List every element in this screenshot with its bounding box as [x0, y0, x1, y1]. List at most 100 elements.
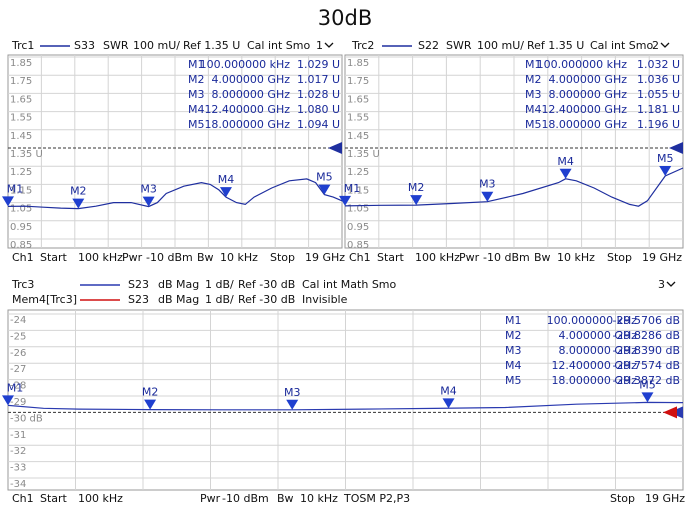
footer-item: TOSM P2,P3 — [343, 492, 410, 505]
footer-item: Stop — [270, 251, 295, 264]
marker-label: M1 — [7, 381, 24, 394]
marker-x: 18.000000 GHz — [541, 118, 627, 131]
marker-name: M2 — [505, 329, 522, 342]
marker-label: M3 — [140, 183, 157, 196]
trace-setting: SWR — [446, 39, 472, 52]
marker-name: M5 — [525, 118, 542, 131]
trace-setting: Cal int Smo — [247, 39, 311, 52]
trace-setting: dB Mag — [158, 293, 199, 306]
marker-name: M4 — [505, 359, 522, 372]
y-tick-label: 1.85 — [10, 58, 32, 69]
trace-setting: 100 mU/ — [133, 39, 180, 52]
trace-setting: Ref -30 dB — [238, 293, 295, 306]
marker-x: 12.400000 GHz — [551, 359, 637, 372]
y-tick-label: -24 — [10, 315, 26, 326]
marker-x: 4.000000 GHz — [558, 329, 637, 342]
trace-setting: Ref 1.35 U — [527, 39, 584, 52]
marker — [442, 398, 455, 409]
marker — [219, 187, 232, 198]
y-tick-label: 0.85 — [347, 240, 369, 251]
marker-label: M5 — [316, 171, 333, 184]
y-tick-label: -33 — [10, 463, 26, 474]
marker-label: M3 — [479, 178, 496, 191]
marker-name: M2 — [188, 73, 205, 86]
trace-setting: dB Mag — [158, 278, 199, 291]
marker-label: M2 — [142, 386, 159, 399]
y-tick-label: -31 — [10, 430, 26, 441]
y-tick-label: 1.45 — [347, 131, 369, 142]
marker-x: 100.000000 kHz — [200, 58, 291, 71]
marker-value: 1.017 U — [297, 73, 340, 86]
y-tick-label: -32 — [10, 446, 26, 457]
chevron — [660, 42, 670, 48]
marker-name: M5 — [505, 374, 522, 387]
footer-item: -10 dBm — [146, 251, 193, 264]
y-tick-label: 1.25 — [347, 167, 369, 178]
footer-item: 19 GHz — [305, 251, 345, 264]
footer-item: Pwr — [459, 251, 480, 264]
y-tick-label: 1.75 — [347, 76, 369, 87]
footer-item: -10 dBm — [483, 251, 530, 264]
marker-x: 8.000000 GHz — [548, 88, 627, 101]
marker — [659, 166, 672, 177]
reference-arrow — [328, 142, 342, 154]
y-tick-label: 1.75 — [10, 76, 32, 87]
marker-label: M2 — [408, 181, 425, 194]
marker-name: M1 — [525, 58, 542, 71]
y-tick-label: 1.15 — [10, 185, 32, 196]
marker-value: 1.028 U — [297, 88, 340, 101]
title: 30dB — [318, 6, 372, 30]
trace-setting: S23 — [128, 278, 149, 291]
trace-setting: S33 — [74, 39, 95, 52]
marker-label: M4 — [218, 173, 235, 186]
footer-item: 100 kHz — [78, 492, 123, 505]
footer-item: 10 kHz — [300, 492, 338, 505]
marker-value: 1.080 U — [297, 103, 340, 116]
trace-setting: Cal int Smo — [590, 39, 654, 52]
y-tick-label: 1.35 U — [10, 149, 43, 160]
marker-value: -29.8286 dB — [613, 329, 680, 342]
window-number: 3 — [658, 278, 665, 291]
trace-line — [7, 401, 684, 411]
footer-item: Stop — [607, 251, 632, 264]
marker-value: 1.032 U — [637, 58, 680, 71]
marker — [2, 196, 14, 207]
marker-name: M3 — [505, 344, 522, 357]
footer-item: Ch1 — [349, 251, 371, 264]
marker-x: 18.000000 GHz — [204, 118, 290, 131]
marker-value: -29.7574 dB — [613, 359, 680, 372]
marker — [144, 399, 157, 410]
y-tick-label: 1.55 — [10, 113, 32, 124]
window-number: 1 — [316, 39, 323, 52]
y-tick-label: 1.05 — [347, 204, 369, 215]
marker-value: -29.3872 dB — [613, 374, 680, 387]
footer-item: Bw — [197, 251, 214, 264]
trace-name: Trc2 — [351, 39, 374, 52]
window-number: 2 — [652, 39, 659, 52]
marker-name: M3 — [188, 88, 205, 101]
y-tick-label: 1.25 — [10, 167, 32, 178]
footer-item: Start — [377, 251, 405, 264]
marker-name: M4 — [525, 103, 542, 116]
marker-value: 1.036 U — [637, 73, 680, 86]
y-tick-label: -30 dB — [10, 413, 43, 424]
footer-item: 19 GHz — [642, 251, 682, 264]
y-tick-label: 0.85 — [10, 240, 32, 251]
footer-item: Bw — [277, 492, 294, 505]
marker — [72, 198, 85, 209]
marker-name: M1 — [188, 58, 205, 71]
marker-x: 100.000000 kHz — [537, 58, 628, 71]
trace-setting: S23 — [128, 293, 149, 306]
marker-value: 1.029 U — [297, 58, 340, 71]
marker — [339, 195, 351, 206]
marker-name: M5 — [188, 118, 205, 131]
y-tick-label: -29 — [10, 397, 26, 408]
y-tick-label: 0.95 — [347, 222, 369, 233]
marker-x: 4.000000 GHz — [548, 73, 627, 86]
trace-name: Mem4[Trc3] — [12, 293, 77, 306]
marker-x: 4.000000 GHz — [211, 73, 290, 86]
footer-item: Pwr — [122, 251, 143, 264]
footer-item: 100 kHz — [78, 251, 123, 264]
footer-item: Ch1 — [12, 251, 34, 264]
